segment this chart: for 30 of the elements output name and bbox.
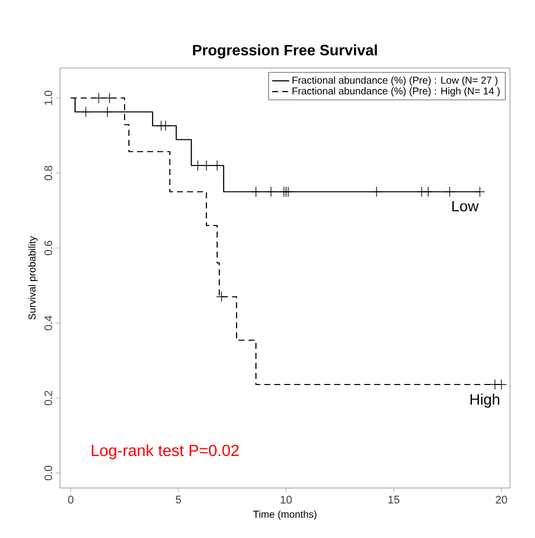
point (160, 120, 171, 132)
point (422, 186, 434, 198)
point (216, 291, 227, 302)
annotation: High (470, 394, 500, 408)
x-tick-label: 0 (68, 496, 74, 504)
point (444, 186, 456, 198)
legend-label: Fractional abundance (%) (Pre) : High (N= 14 ) (292, 87, 500, 96)
x-tick-label: 5 (176, 496, 182, 504)
y-tick-label: 0.0 (44, 466, 52, 480)
point (250, 186, 262, 198)
point (371, 186, 382, 198)
x-tick-label: 15 (388, 496, 400, 504)
x-tick-label: 10 (280, 496, 292, 504)
y-tick-label: 0.4 (44, 316, 52, 330)
point (474, 186, 486, 198)
legend-label: Fractional abundance (%) (Pre) : Low (N= 27 ) (292, 76, 498, 86)
point (102, 106, 113, 118)
y-tick-label: 0.6 (44, 240, 52, 256)
annotation: Low (452, 200, 479, 212)
x-axis-title: Time (months) (253, 510, 316, 520)
point (266, 186, 276, 198)
y-tick-label: 1.0 (44, 90, 52, 105)
point (80, 106, 92, 118)
y-axis-title: Survival probability (28, 236, 38, 320)
y-tick-label: 0.8 (44, 166, 52, 180)
chart-title: Progression Free Survival (193, 44, 377, 58)
point (282, 186, 294, 198)
y-tick-label: 0.2 (44, 390, 52, 406)
annotation: Log-rank test P=0.02 (92, 444, 239, 460)
x-tick-label: 20 (496, 496, 508, 504)
